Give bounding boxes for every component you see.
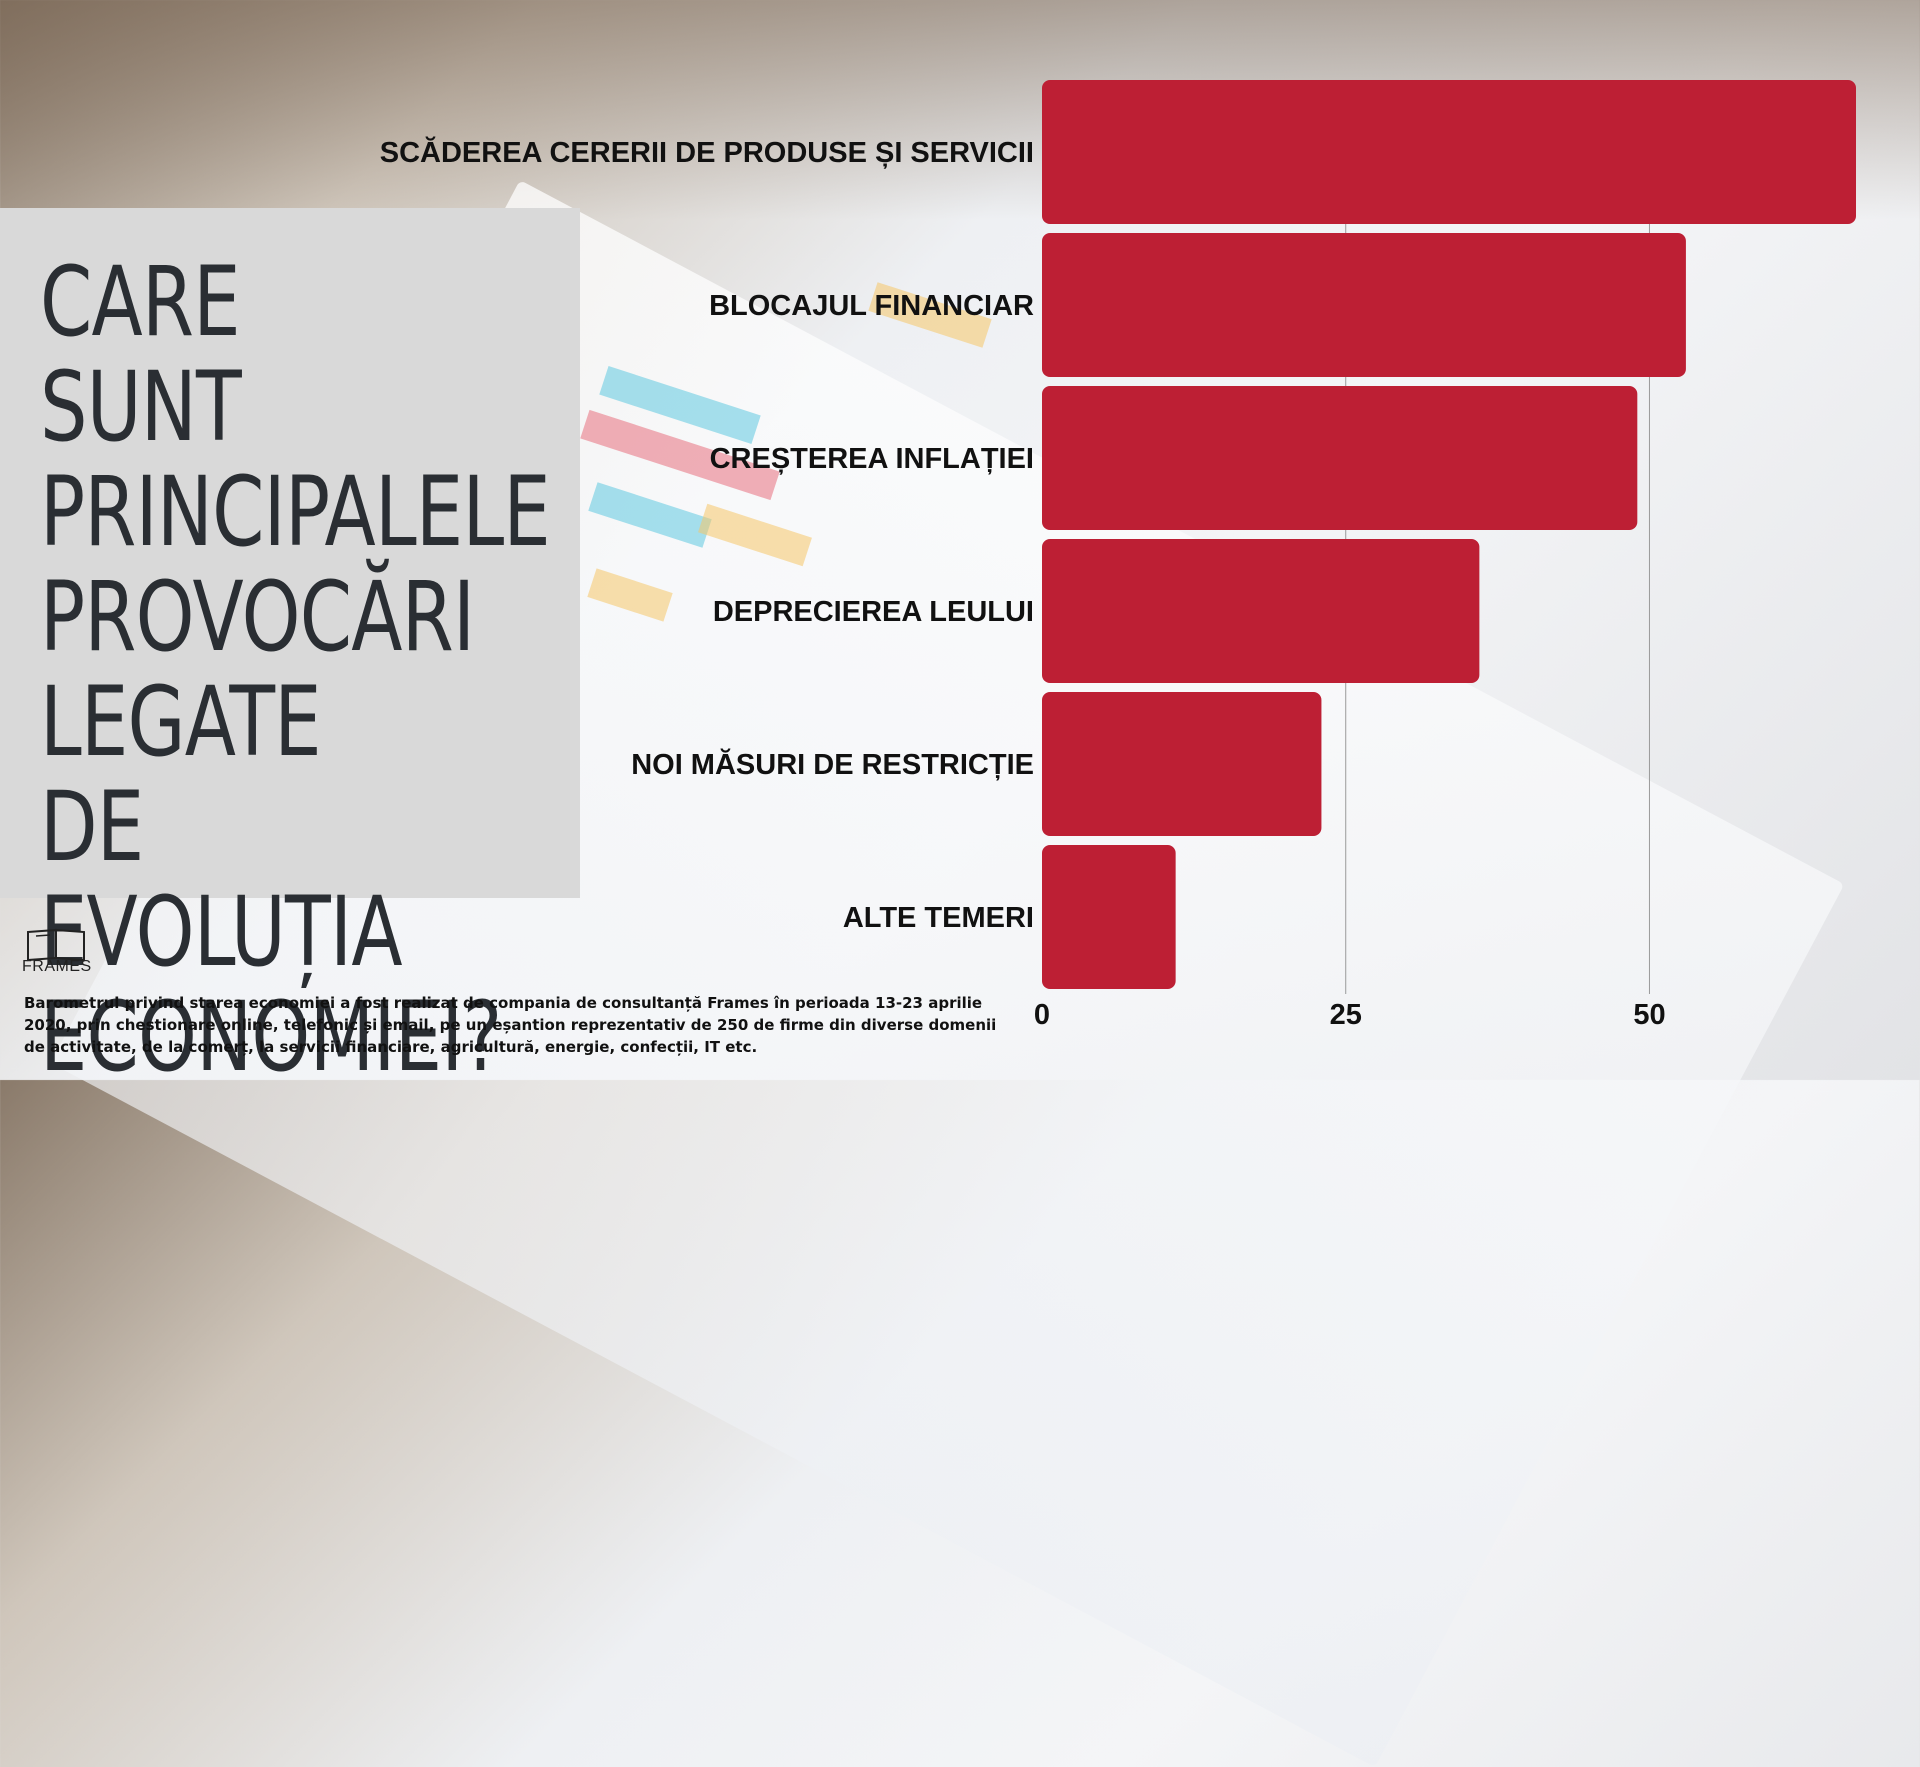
bar <box>1042 386 1638 530</box>
category-label: SCĂDEREA CERERII DE PRODUSE ȘI SERVICII <box>380 136 1034 169</box>
category-label: CREȘTEREA INFLAȚIEI <box>710 443 1034 475</box>
category-label: DEPRECIEREA LEULUI <box>713 596 1034 628</box>
x-tick-label: 0 <box>1034 999 1050 1031</box>
x-tick-label: 25 <box>1330 999 1362 1031</box>
survey-footnote: Barometrul privind starea economiei a fo… <box>24 994 997 1056</box>
category-label: ALTE TEMERI <box>843 902 1034 934</box>
logo-text: FRAMES <box>22 958 92 975</box>
category-label: BLOCAJUL FINANCIAR <box>709 290 1034 322</box>
title-panel: CARE SUNT PRINCIPALELE PROVOCĂRI LEGATE … <box>0 208 580 1090</box>
bar <box>1042 845 1176 989</box>
bar <box>1042 539 1480 683</box>
bar <box>1042 80 1856 224</box>
bar <box>1042 692 1322 836</box>
bar <box>1042 233 1686 377</box>
page-title: CARE SUNT PRINCIPALELE PROVOCĂRI LEGATE … <box>40 246 551 1093</box>
category-label: NOI MĂSURI DE RESTRICȚIE <box>631 748 1034 781</box>
frames-logo-icon <box>27 928 85 962</box>
x-tick-label: 50 <box>1633 999 1665 1031</box>
bar-chart: 0 25 50 SCĂDEREA CERERII DE PRODUSE ȘI SERV… <box>380 80 1856 1031</box>
